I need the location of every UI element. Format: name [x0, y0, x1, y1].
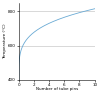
X-axis label: Number of tube pins: Number of tube pins	[36, 87, 78, 91]
Y-axis label: Temperature (°C): Temperature (°C)	[3, 23, 7, 59]
